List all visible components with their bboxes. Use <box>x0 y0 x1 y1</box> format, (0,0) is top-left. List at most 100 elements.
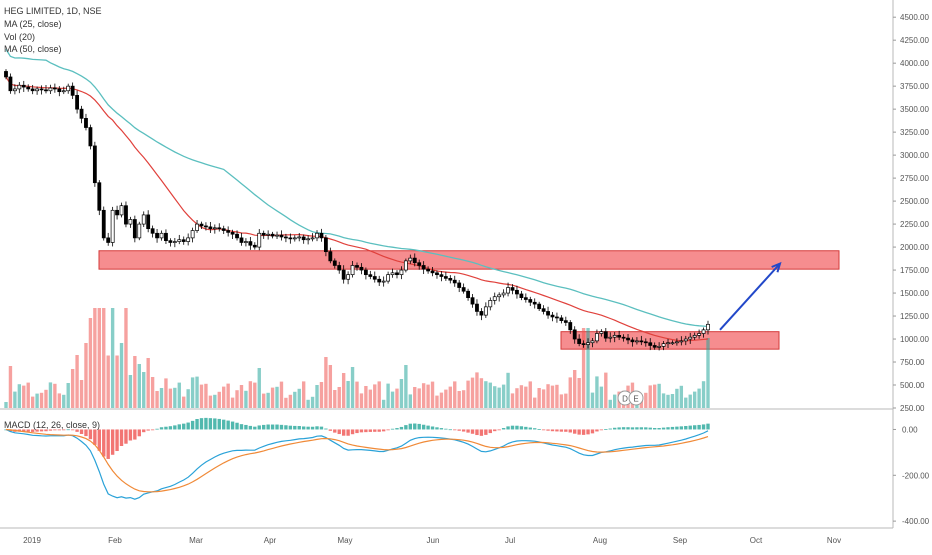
candle-body <box>159 232 164 239</box>
macd-histogram-bar <box>568 429 572 433</box>
time-tick-label: Jun <box>427 536 440 545</box>
candle-body <box>399 269 404 276</box>
candle-body <box>439 274 444 277</box>
macd-histogram-bar <box>608 428 612 430</box>
volume-bar <box>586 328 590 408</box>
volume-bar <box>310 396 315 408</box>
macd-histogram-bar <box>248 425 253 430</box>
macd-histogram-bar <box>581 429 586 435</box>
macd-histogram-bar <box>648 427 652 430</box>
volume-bar <box>399 379 404 408</box>
macd-histogram-bar <box>404 425 408 430</box>
candle-body <box>35 88 40 92</box>
candle-body <box>306 238 311 241</box>
candle-body <box>395 272 399 276</box>
time-tick-label: Aug <box>593 536 607 545</box>
macd-tick-label: -200.00 <box>902 471 930 480</box>
candle-body <box>430 270 435 274</box>
macd-histogram-bar <box>448 429 452 431</box>
candle-body <box>563 320 568 323</box>
price-tick-label: 3250.00 <box>900 128 929 137</box>
macd-histogram-bar <box>670 426 675 430</box>
macd-histogram-bar <box>106 429 110 459</box>
candle-body <box>595 333 599 342</box>
volume-bar <box>692 391 697 408</box>
volume-bar <box>510 393 515 408</box>
time-tick-label: Mar <box>189 536 203 545</box>
macd-histogram-bar <box>226 420 230 430</box>
volume-bar <box>315 385 319 408</box>
volume-bar <box>182 396 186 408</box>
volume-bar <box>381 399 386 408</box>
candle-body <box>515 289 519 295</box>
volume-bar <box>355 381 359 408</box>
candle-body <box>279 234 284 238</box>
candle-body <box>301 236 306 241</box>
candle-body <box>164 232 168 241</box>
macd-histogram-bar <box>688 425 692 430</box>
volume-bar <box>133 356 137 408</box>
macd-histogram-bar <box>324 428 328 430</box>
macd-histogram-bar <box>84 429 88 437</box>
candle-body <box>581 343 586 345</box>
volume-bar <box>706 338 710 408</box>
volume-bar <box>448 386 452 408</box>
macd-histogram-bar <box>528 427 532 430</box>
macd-histogram-bar <box>244 424 248 430</box>
candle-body <box>661 343 666 347</box>
candle-body <box>697 333 702 336</box>
volume-bar <box>613 394 617 408</box>
volume-bar <box>253 382 257 408</box>
volume-bar <box>146 358 150 408</box>
candle-body <box>244 241 248 243</box>
macd-histogram-bar <box>617 427 621 430</box>
candle-body <box>208 226 213 230</box>
volume-bar <box>106 355 110 408</box>
macd-histogram-bar <box>48 429 53 431</box>
volume-bar <box>457 391 461 408</box>
macd-histogram-bar <box>506 426 510 430</box>
macd-histogram-bar <box>444 428 448 430</box>
candle-body <box>195 223 199 231</box>
candle-body <box>26 86 31 90</box>
event-badge-label: D <box>622 395 628 404</box>
macd-histogram-bar <box>408 423 413 430</box>
macd-histogram-bar <box>44 429 48 432</box>
macd-histogram-bar <box>310 426 315 430</box>
price-tick-label: 2250.00 <box>900 220 929 229</box>
candle-body <box>70 85 75 96</box>
candle-body <box>297 236 302 239</box>
volume-bar <box>222 386 226 408</box>
macd-tick-label: -400.00 <box>902 517 930 526</box>
macd-histogram-bar <box>159 427 164 430</box>
candle-body <box>590 340 595 344</box>
volume-bar <box>190 377 195 408</box>
macd-histogram-bar <box>190 420 195 430</box>
event-badge: E <box>628 390 644 406</box>
macd-histogram-bar <box>497 429 501 431</box>
candle-body <box>555 316 559 319</box>
candle-body <box>172 241 177 243</box>
volume-bar <box>604 372 608 408</box>
candle-body <box>88 127 93 147</box>
macd-histogram-bar <box>417 423 421 430</box>
volume-bar <box>666 394 670 408</box>
macd-histogram-bar <box>377 429 381 432</box>
legend-title: HEG LIMITED, 1D, NSE <box>4 6 102 16</box>
volume-bar <box>324 357 328 408</box>
volume-bar <box>506 372 510 408</box>
volume-bar <box>426 384 430 408</box>
candle-body <box>292 237 297 240</box>
volume-bar <box>648 385 652 408</box>
candle-body <box>252 244 257 248</box>
arrow-shaft <box>719 262 781 331</box>
macd-histogram-bar <box>30 429 35 432</box>
macd-histogram-bar <box>128 429 133 441</box>
candle-body <box>510 287 515 291</box>
candle-body <box>190 230 195 239</box>
volume-bar <box>128 375 133 408</box>
price-tick-label: 750.00 <box>900 358 925 367</box>
candle-body <box>390 272 395 276</box>
price-tick-label: 1750.00 <box>900 266 929 275</box>
